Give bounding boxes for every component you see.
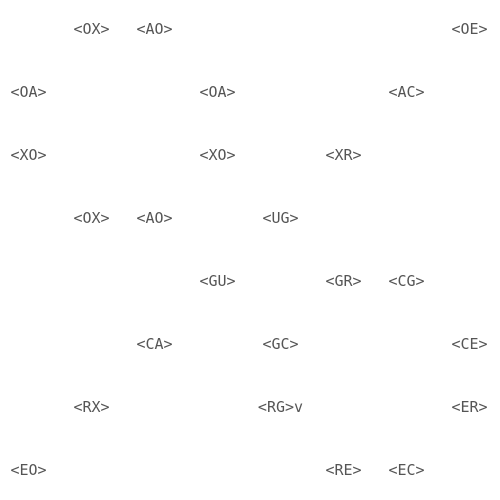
board-cell[interactable]: <CE>: [451, 334, 488, 353]
board-cell[interactable]: <CG>: [388, 271, 425, 290]
board-cell[interactable]: <EO>: [10, 460, 47, 479]
board-cell[interactable]: <GU>: [199, 271, 236, 290]
board-cell[interactable]: <RG>v: [257, 397, 304, 416]
board-cell[interactable]: <OX>: [73, 19, 110, 38]
board-cell[interactable]: <AO>: [136, 19, 173, 38]
board-cell[interactable]: <AO>: [136, 208, 173, 227]
board-cell[interactable]: <XO>: [199, 145, 236, 164]
board-cell[interactable]: <XR>: [325, 145, 362, 164]
board-cell[interactable]: <AC>: [388, 82, 425, 101]
board-cell[interactable]: <EC>: [388, 460, 425, 479]
board-cell[interactable]: <OA>: [199, 82, 236, 101]
board-cell[interactable]: <RX>: [73, 397, 110, 416]
board-cell[interactable]: <GR>: [325, 271, 362, 290]
board-cell[interactable]: <GC>: [262, 334, 299, 353]
board-cell[interactable]: <UG>: [262, 208, 299, 227]
board-cell[interactable]: <OE>: [451, 19, 488, 38]
board-cell[interactable]: <OX>: [73, 208, 110, 227]
board-cell[interactable]: <ER>: [451, 397, 488, 416]
board-cell[interactable]: <CA>: [136, 334, 173, 353]
board-cell[interactable]: <RE>: [325, 460, 362, 479]
board-cell[interactable]: <XO>: [10, 145, 47, 164]
board-cell[interactable]: <OA>: [10, 82, 47, 101]
